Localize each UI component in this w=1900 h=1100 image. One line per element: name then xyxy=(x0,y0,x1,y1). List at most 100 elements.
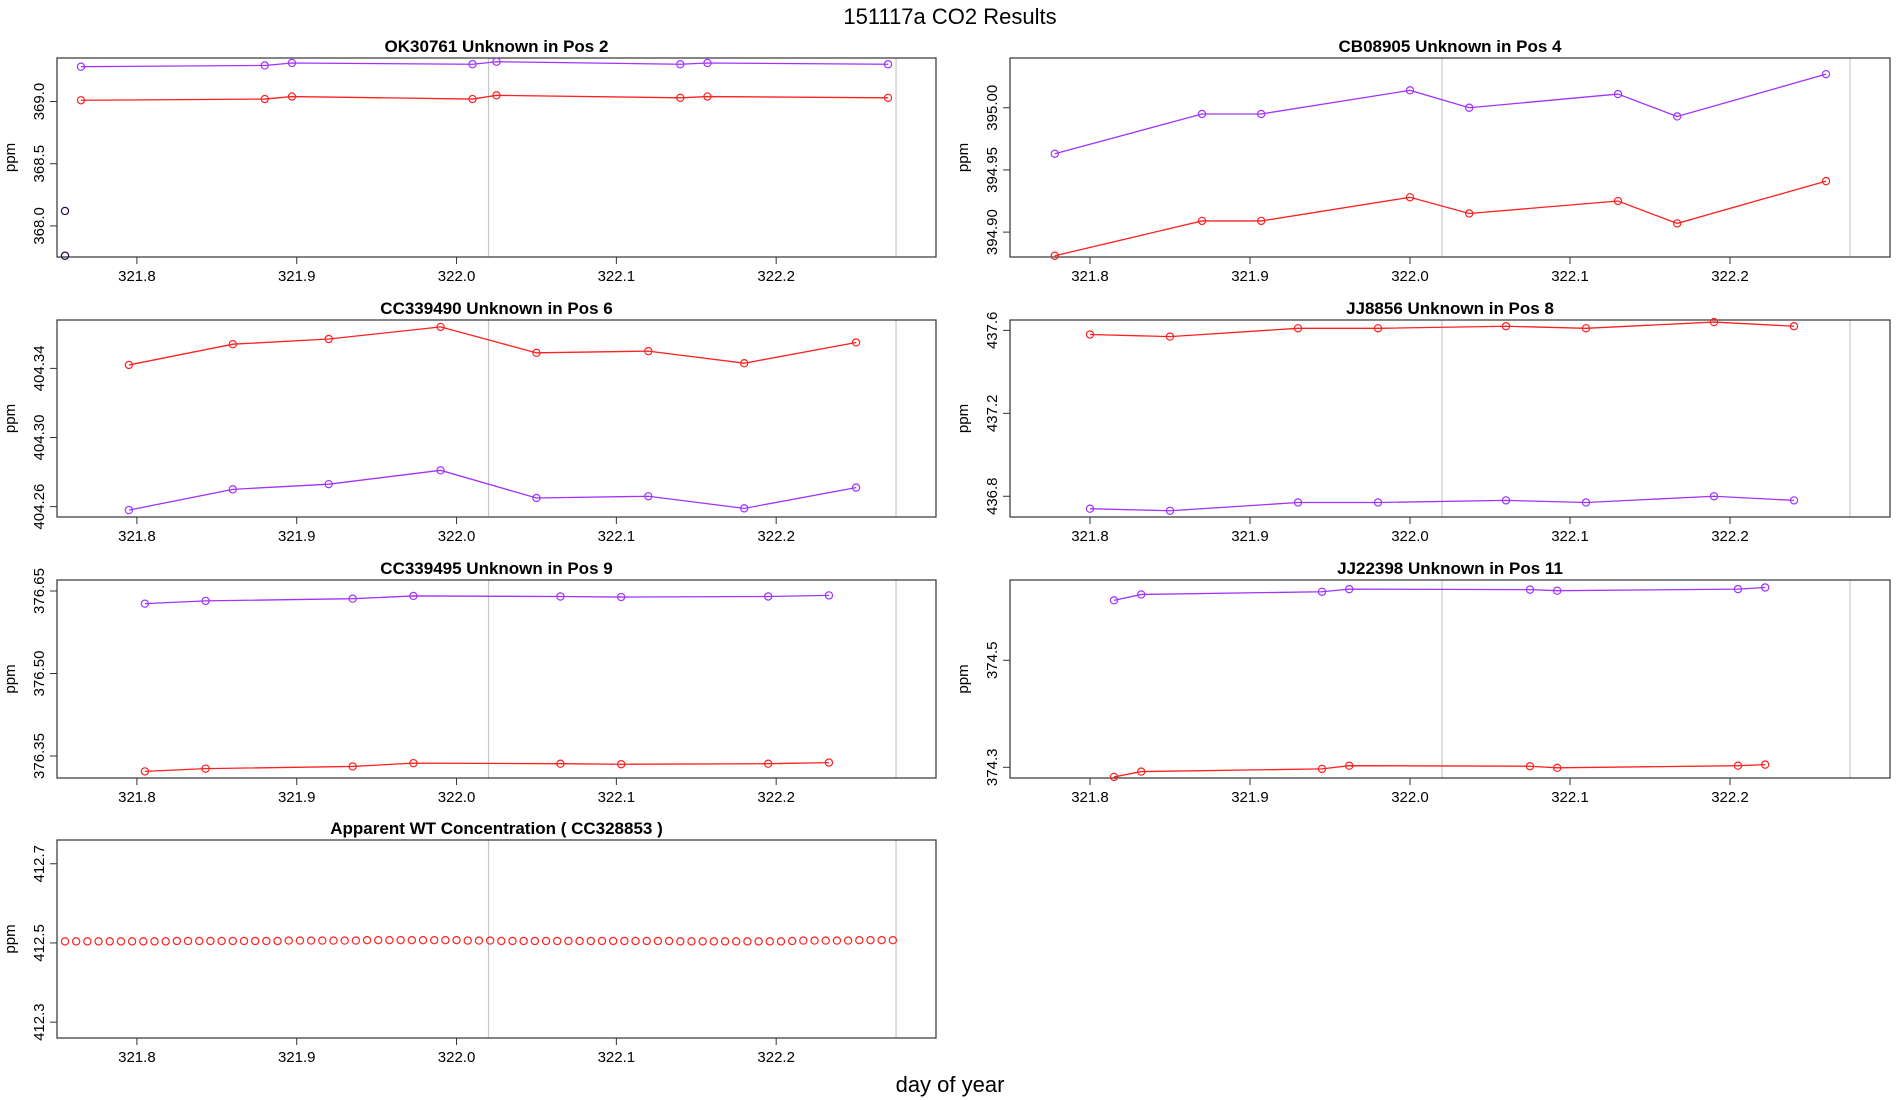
series-line xyxy=(1113,763,1766,778)
y-tick-label: 394.90 xyxy=(984,209,1001,255)
data-point xyxy=(409,591,418,601)
x-tick-label: 321.8 xyxy=(118,268,156,285)
y-tick-label: 412.7 xyxy=(31,845,48,883)
data-point xyxy=(799,936,808,945)
x-tick-label: 321.9 xyxy=(278,268,316,285)
x-tick-label: 322.2 xyxy=(1711,528,1749,545)
data-point xyxy=(287,58,297,68)
data-point xyxy=(76,96,86,105)
data-point xyxy=(810,936,819,945)
data-point xyxy=(324,334,333,344)
data-point xyxy=(553,936,562,946)
data-point xyxy=(564,936,573,946)
data-point xyxy=(250,936,260,946)
data-point xyxy=(396,935,405,945)
data-point xyxy=(1760,760,1770,769)
data-point xyxy=(60,206,70,216)
panel-7: Apparent WT Concentration ( CC328853 ) pp… xyxy=(2,819,937,1066)
data-point xyxy=(201,596,210,606)
data-point xyxy=(720,937,730,946)
data-point xyxy=(140,767,150,776)
y-tick-label: 404.34 xyxy=(31,345,48,391)
data-point xyxy=(116,937,126,946)
series-line xyxy=(1089,495,1795,512)
data-point xyxy=(217,936,226,946)
y-axis-label: ppm xyxy=(2,143,19,172)
data-point xyxy=(83,937,92,946)
plot-frame xyxy=(56,319,937,518)
data-point xyxy=(318,936,327,945)
data-point xyxy=(687,937,696,946)
x-tick-label: 321.8 xyxy=(118,1049,156,1066)
series-line xyxy=(80,94,889,101)
data-point xyxy=(239,936,249,946)
data-point xyxy=(1733,584,1743,594)
x-tick-label: 322.0 xyxy=(1391,268,1429,285)
data-point xyxy=(763,759,773,768)
data-point xyxy=(1109,772,1119,782)
series-line xyxy=(128,469,857,511)
data-point xyxy=(883,60,893,69)
figure-xlabel: day of year xyxy=(895,1072,1005,1097)
plot-frame xyxy=(1009,319,1891,518)
data-point xyxy=(843,936,853,945)
data-point xyxy=(139,937,148,946)
data-point xyxy=(1405,193,1415,202)
data-point xyxy=(1552,586,1562,595)
data-point xyxy=(124,505,134,515)
y-tick-label: 368.5 xyxy=(31,145,48,183)
x-tick-label: 321.9 xyxy=(1231,268,1269,285)
series-line xyxy=(128,326,857,366)
data-point xyxy=(228,936,237,946)
x-tick-label: 322.0 xyxy=(438,268,476,285)
data-point xyxy=(228,485,237,494)
x-tick-label: 322.2 xyxy=(1711,789,1749,806)
data-point xyxy=(1613,89,1623,99)
data-point xyxy=(832,936,842,945)
data-point xyxy=(351,936,361,945)
series-line xyxy=(1089,321,1795,338)
x-tick-label: 321.9 xyxy=(1231,528,1269,545)
data-point xyxy=(556,592,565,601)
data-point xyxy=(161,937,170,946)
x-tick-label: 322.1 xyxy=(598,528,636,545)
data-point xyxy=(740,504,749,513)
x-tick-label: 322.2 xyxy=(757,1049,795,1066)
data-point xyxy=(1672,219,1682,228)
x-tick-label: 321.8 xyxy=(1071,528,1109,545)
data-point xyxy=(1293,498,1303,507)
panel-1: OK30761 Unknown in Pos 2 ppm 321.8 321.9 322… xyxy=(2,37,937,285)
x-tick-label: 322.0 xyxy=(438,528,476,545)
data-point xyxy=(348,762,357,771)
data-point xyxy=(508,936,517,946)
data-point xyxy=(631,936,640,946)
series-line xyxy=(1054,73,1827,155)
series-line xyxy=(144,594,829,605)
x-tick-label: 321.8 xyxy=(118,789,156,806)
data-point xyxy=(556,759,565,768)
data-point xyxy=(519,936,528,946)
data-point xyxy=(1293,324,1303,333)
data-point xyxy=(436,322,445,332)
data-point xyxy=(1165,506,1175,515)
data-point xyxy=(71,937,81,946)
data-point xyxy=(1789,322,1799,331)
data-point xyxy=(824,591,834,600)
data-point xyxy=(597,936,607,946)
series-line xyxy=(80,61,889,68)
data-point xyxy=(497,936,506,946)
panel-4: JJ8856 Unknown in Pos 8 ppm 321.8 321.9 322.… xyxy=(955,299,1891,545)
data-point xyxy=(409,758,418,768)
data-point xyxy=(429,935,439,945)
data-point xyxy=(765,937,774,946)
data-point xyxy=(644,346,653,356)
series-line xyxy=(1054,180,1827,257)
data-point xyxy=(703,58,712,68)
data-point xyxy=(295,936,305,945)
x-tick-label: 322.0 xyxy=(1391,789,1429,806)
x-tick-label: 322.1 xyxy=(598,789,636,806)
data-point xyxy=(1821,176,1831,186)
data-point xyxy=(1373,324,1383,333)
data-point xyxy=(883,93,893,103)
data-point xyxy=(492,57,501,66)
